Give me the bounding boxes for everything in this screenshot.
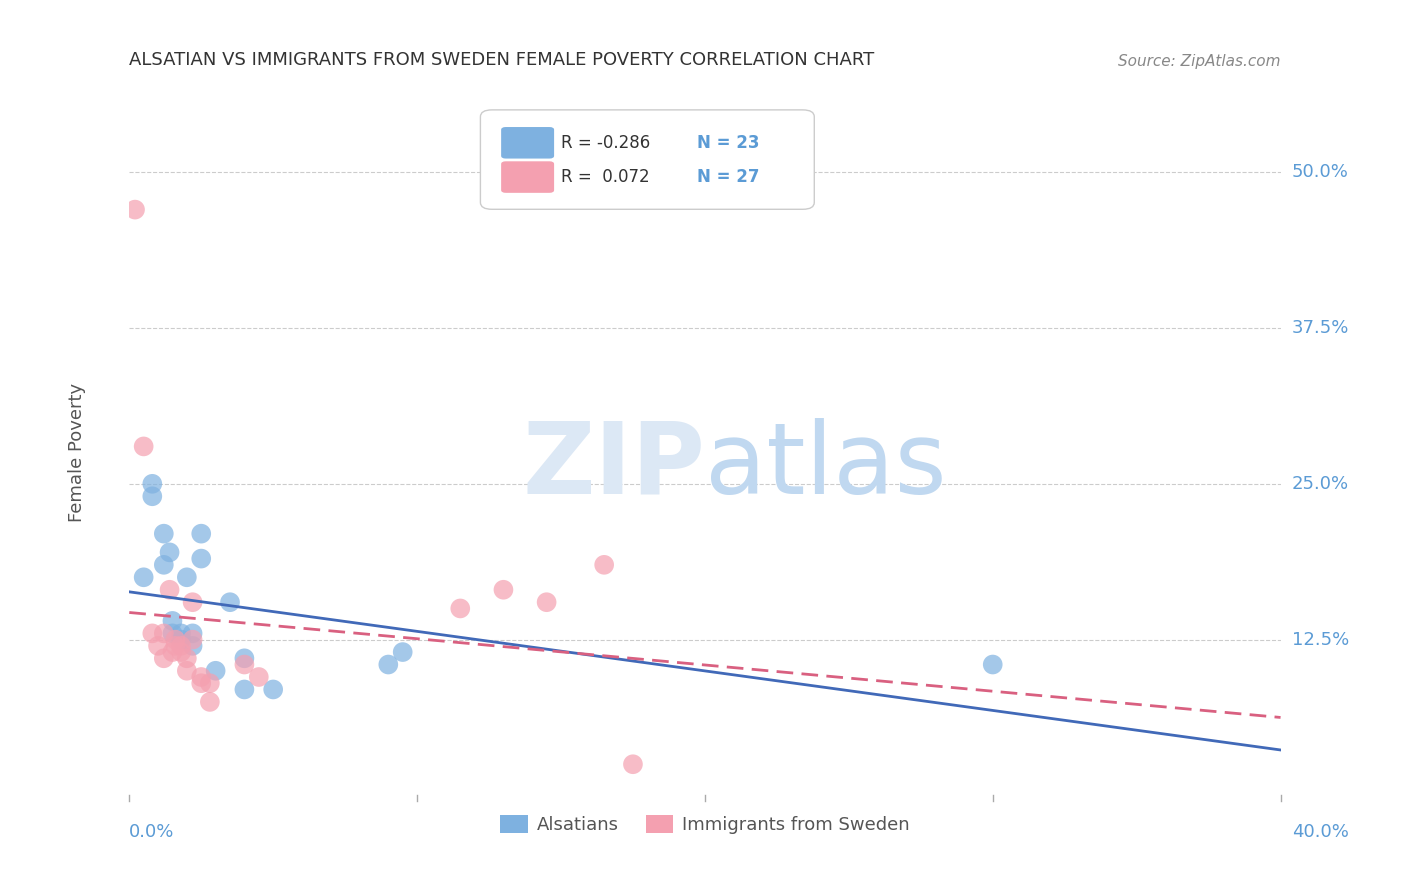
Point: [181, 626, 204, 640]
Text: 0.0%: 0.0%: [129, 822, 174, 841]
Point: [233, 651, 256, 665]
Text: R = -0.286: R = -0.286: [561, 134, 650, 152]
Point: [391, 645, 413, 659]
Point: [593, 558, 616, 572]
Point: [621, 757, 644, 772]
Point: [377, 657, 399, 672]
Point: [181, 639, 204, 653]
Point: [124, 202, 146, 217]
Point: [170, 639, 193, 653]
Point: [190, 551, 212, 566]
Point: [141, 626, 163, 640]
Point: [190, 526, 212, 541]
Point: [170, 645, 193, 659]
Point: [162, 645, 184, 659]
Text: N = 23: N = 23: [697, 134, 759, 152]
Point: [170, 632, 193, 647]
FancyBboxPatch shape: [501, 161, 554, 193]
Text: 37.5%: 37.5%: [1292, 319, 1350, 337]
Text: N = 27: N = 27: [697, 168, 759, 186]
Point: [449, 601, 471, 615]
Point: [153, 626, 176, 640]
Point: [165, 639, 187, 653]
Legend: Alsatians, Immigrants from Sweden: Alsatians, Immigrants from Sweden: [494, 807, 917, 841]
Point: [176, 570, 198, 584]
Point: [162, 614, 184, 628]
Text: 25.0%: 25.0%: [1292, 475, 1350, 492]
Text: atlas: atlas: [704, 417, 946, 515]
Text: R =  0.072: R = 0.072: [561, 168, 650, 186]
Text: ZIP: ZIP: [522, 417, 704, 515]
FancyBboxPatch shape: [501, 127, 554, 159]
Text: Source: ZipAtlas.com: Source: ZipAtlas.com: [1118, 54, 1281, 69]
Text: 50.0%: 50.0%: [1292, 163, 1348, 181]
Point: [198, 695, 221, 709]
Point: [146, 639, 169, 653]
Point: [536, 595, 558, 609]
Point: [141, 476, 163, 491]
Point: [262, 682, 284, 697]
FancyBboxPatch shape: [481, 110, 814, 210]
Point: [198, 676, 221, 690]
Point: [132, 570, 155, 584]
Point: [190, 676, 212, 690]
Point: [219, 595, 242, 609]
Point: [170, 626, 193, 640]
Point: [181, 632, 204, 647]
Point: [159, 545, 181, 559]
Point: [159, 582, 181, 597]
Point: [190, 670, 212, 684]
Point: [153, 526, 176, 541]
Point: [247, 670, 270, 684]
Point: [233, 682, 256, 697]
Point: [204, 664, 226, 678]
Point: [981, 657, 1004, 672]
Text: ALSATIAN VS IMMIGRANTS FROM SWEDEN FEMALE POVERTY CORRELATION CHART: ALSATIAN VS IMMIGRANTS FROM SWEDEN FEMAL…: [129, 51, 875, 69]
Point: [181, 595, 204, 609]
Point: [176, 651, 198, 665]
Point: [492, 582, 515, 597]
Point: [153, 651, 176, 665]
Point: [141, 489, 163, 503]
Point: [233, 657, 256, 672]
Point: [165, 632, 187, 647]
Point: [153, 558, 176, 572]
Text: 40.0%: 40.0%: [1292, 822, 1348, 841]
Point: [132, 439, 155, 453]
Point: [176, 664, 198, 678]
Text: Female Poverty: Female Poverty: [69, 383, 86, 522]
Text: 12.5%: 12.5%: [1292, 631, 1350, 648]
Point: [162, 626, 184, 640]
